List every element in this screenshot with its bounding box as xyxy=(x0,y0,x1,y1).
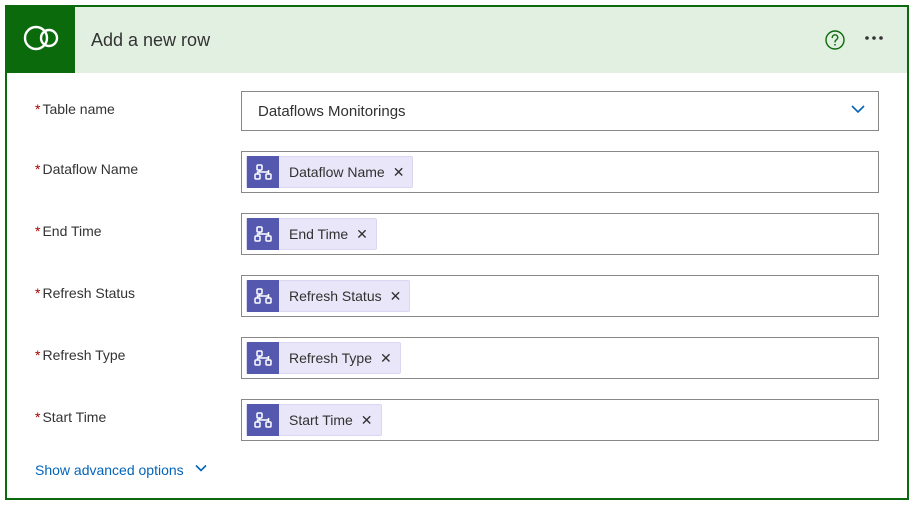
action-card: Add a new row *Table name xyxy=(5,5,909,500)
field-row-table-name: *Table name Dataflows Monitorings xyxy=(35,91,879,131)
field-label: *Start Time xyxy=(35,399,241,425)
token-label: End Time xyxy=(289,226,348,242)
label-text: Refresh Status xyxy=(42,285,135,301)
chevron-down-icon xyxy=(848,99,868,124)
token-label: Refresh Type xyxy=(289,350,372,366)
field-label: *Dataflow Name xyxy=(35,151,241,177)
dataflow-token-icon xyxy=(247,156,279,188)
dynamic-content-token[interactable]: Refresh Type ✕ xyxy=(246,342,401,374)
label-text: End Time xyxy=(42,223,101,239)
token-label: Dataflow Name xyxy=(289,164,385,180)
connector-icon-box xyxy=(7,7,75,73)
token-label: Start Time xyxy=(289,412,353,428)
start-time-input[interactable]: Start Time ✕ xyxy=(241,399,879,441)
required-marker: * xyxy=(35,161,40,177)
required-marker: * xyxy=(35,223,40,239)
field-row-refresh-type: *Refresh Type Refresh Type ✕ xyxy=(35,337,879,379)
field-row-dataflow-name: *Dataflow Name Dataflow Name ✕ xyxy=(35,151,879,193)
label-text: Table name xyxy=(42,101,114,117)
field-row-refresh-status: *Refresh Status Refresh Status ✕ xyxy=(35,275,879,317)
token-remove-icon[interactable]: ✕ xyxy=(393,164,405,181)
refresh-status-input[interactable]: Refresh Status ✕ xyxy=(241,275,879,317)
field-row-start-time: *Start Time Start Time ✕ xyxy=(35,399,879,441)
card-title[interactable]: Add a new row xyxy=(75,30,825,51)
end-time-input[interactable]: End Time ✕ xyxy=(241,213,879,255)
table-name-dropdown[interactable]: Dataflows Monitorings xyxy=(241,91,879,131)
help-icon[interactable] xyxy=(825,30,845,50)
card-header: Add a new row xyxy=(7,7,907,73)
header-actions xyxy=(825,28,907,53)
refresh-type-input[interactable]: Refresh Type ✕ xyxy=(241,337,879,379)
field-label: *Refresh Type xyxy=(35,337,241,363)
more-icon[interactable] xyxy=(863,28,885,53)
label-text: Refresh Type xyxy=(42,347,125,363)
dataflow-name-input[interactable]: Dataflow Name ✕ xyxy=(241,151,879,193)
required-marker: * xyxy=(35,409,40,425)
label-text: Dataflow Name xyxy=(42,161,138,177)
advanced-label: Show advanced options xyxy=(35,462,184,478)
card-body: *Table name Dataflows Monitorings *Dataf… xyxy=(7,73,907,498)
field-label: *Table name xyxy=(35,91,241,117)
token-label: Refresh Status xyxy=(289,288,382,304)
dataflow-token-icon xyxy=(247,342,279,374)
dropdown-value: Dataflows Monitorings xyxy=(258,103,848,120)
label-text: Start Time xyxy=(42,409,106,425)
field-row-end-time: *End Time End Time ✕ xyxy=(35,213,879,255)
dynamic-content-token[interactable]: Start Time ✕ xyxy=(246,404,382,436)
dataflow-token-icon xyxy=(247,218,279,250)
token-remove-icon[interactable]: ✕ xyxy=(361,412,373,429)
dynamic-content-token[interactable]: Dataflow Name ✕ xyxy=(246,156,413,188)
token-remove-icon[interactable]: ✕ xyxy=(380,350,392,367)
field-label: *End Time xyxy=(35,213,241,239)
dataflow-token-icon xyxy=(247,404,279,436)
token-remove-icon[interactable]: ✕ xyxy=(356,226,368,243)
dataflow-token-icon xyxy=(247,280,279,312)
token-remove-icon[interactable]: ✕ xyxy=(390,288,402,305)
chevron-down-icon xyxy=(194,461,208,478)
dynamic-content-token[interactable]: Refresh Status ✕ xyxy=(246,280,410,312)
required-marker: * xyxy=(35,285,40,301)
field-label: *Refresh Status xyxy=(35,275,241,301)
dynamic-content-token[interactable]: End Time ✕ xyxy=(246,218,377,250)
required-marker: * xyxy=(35,101,40,117)
dataverse-icon xyxy=(22,19,60,62)
show-advanced-options[interactable]: Show advanced options xyxy=(35,461,879,478)
required-marker: * xyxy=(35,347,40,363)
